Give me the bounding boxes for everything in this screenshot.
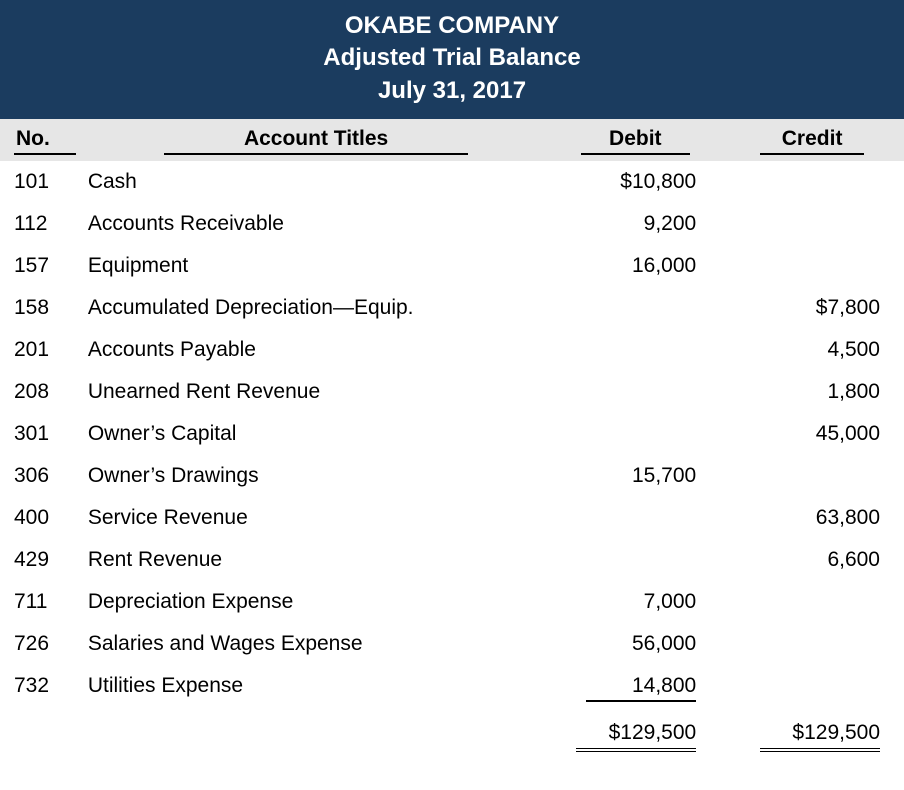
cell-no: 732 bbox=[0, 665, 82, 711]
cell-title: Rent Revenue bbox=[82, 539, 551, 581]
cell-no: 301 bbox=[0, 413, 82, 455]
cell-debit bbox=[550, 371, 720, 413]
cell-credit bbox=[720, 203, 904, 245]
cell-title: Service Revenue bbox=[82, 497, 551, 539]
cell-debit: 9,200 bbox=[550, 203, 720, 245]
cell-no: 726 bbox=[0, 623, 82, 665]
table-body: 101 Cash $10,800 112 Accounts Receivable… bbox=[0, 161, 904, 761]
report-title: Adjusted Trial Balance bbox=[0, 42, 904, 74]
total-credit: $129,500 bbox=[720, 711, 904, 761]
cell-title: Owner’s Drawings bbox=[82, 455, 551, 497]
cell-no: 158 bbox=[0, 287, 82, 329]
trial-balance-table: No. Account Titles Debit Credit 101 Cash… bbox=[0, 119, 904, 761]
cell-debit: 56,000 bbox=[550, 623, 720, 665]
cell-no: 208 bbox=[0, 371, 82, 413]
cell-debit bbox=[550, 413, 720, 455]
table-row: 157 Equipment 16,000 bbox=[0, 245, 904, 287]
cell-title: Depreciation Expense bbox=[82, 581, 551, 623]
table-row: 208 Unearned Rent Revenue 1,800 bbox=[0, 371, 904, 413]
cell-credit bbox=[720, 581, 904, 623]
table-row: 726 Salaries and Wages Expense 56,000 bbox=[0, 623, 904, 665]
cell-no bbox=[0, 711, 82, 761]
cell-title: Accumulated Depreciation—Equip. bbox=[82, 287, 551, 329]
cell-no: 201 bbox=[0, 329, 82, 371]
cell-debit bbox=[550, 497, 720, 539]
cell-debit bbox=[550, 287, 720, 329]
cell-debit: 15,700 bbox=[550, 455, 720, 497]
cell-no: 101 bbox=[0, 161, 82, 203]
table-row: 301 Owner’s Capital 45,000 bbox=[0, 413, 904, 455]
cell-debit bbox=[550, 329, 720, 371]
table-row: 400 Service Revenue 63,800 bbox=[0, 497, 904, 539]
cell-title: Cash bbox=[82, 161, 551, 203]
col-header-no: No. bbox=[0, 119, 82, 161]
cell-title: Unearned Rent Revenue bbox=[82, 371, 551, 413]
cell-debit: $10,800 bbox=[550, 161, 720, 203]
cell-no: 306 bbox=[0, 455, 82, 497]
table-row: 112 Accounts Receivable 9,200 bbox=[0, 203, 904, 245]
table-row: 201 Accounts Payable 4,500 bbox=[0, 329, 904, 371]
cell-title: Equipment bbox=[82, 245, 551, 287]
cell-credit: 1,800 bbox=[720, 371, 904, 413]
cell-no: 157 bbox=[0, 245, 82, 287]
cell-title: Owner’s Capital bbox=[82, 413, 551, 455]
totals-row: $129,500 $129,500 bbox=[0, 711, 904, 761]
cell-credit bbox=[720, 623, 904, 665]
cell-credit bbox=[720, 245, 904, 287]
cell-title bbox=[82, 711, 551, 761]
report-date: July 31, 2017 bbox=[0, 75, 904, 107]
cell-credit: 4,500 bbox=[720, 329, 904, 371]
table-row: 101 Cash $10,800 bbox=[0, 161, 904, 203]
cell-credit bbox=[720, 161, 904, 203]
cell-no: 429 bbox=[0, 539, 82, 581]
column-header-row: No. Account Titles Debit Credit bbox=[0, 119, 904, 161]
cell-debit: 7,000 bbox=[550, 581, 720, 623]
table-row: 429 Rent Revenue 6,600 bbox=[0, 539, 904, 581]
table-row: 711 Depreciation Expense 7,000 bbox=[0, 581, 904, 623]
cell-no: 112 bbox=[0, 203, 82, 245]
cell-credit bbox=[720, 665, 904, 711]
cell-title: Utilities Expense bbox=[82, 665, 551, 711]
cell-credit bbox=[720, 455, 904, 497]
col-header-credit: Credit bbox=[720, 119, 904, 161]
cell-no: 400 bbox=[0, 497, 82, 539]
col-header-debit: Debit bbox=[550, 119, 720, 161]
cell-credit: $7,800 bbox=[720, 287, 904, 329]
col-header-title: Account Titles bbox=[82, 119, 551, 161]
total-debit: $129,500 bbox=[550, 711, 720, 761]
table-row: 158 Accumulated Depreciation—Equip. $7,8… bbox=[0, 287, 904, 329]
cell-title: Salaries and Wages Expense bbox=[82, 623, 551, 665]
cell-title: Accounts Payable bbox=[82, 329, 551, 371]
table-row: 306 Owner’s Drawings 15,700 bbox=[0, 455, 904, 497]
cell-debit bbox=[550, 539, 720, 581]
cell-no: 711 bbox=[0, 581, 82, 623]
cell-debit: 16,000 bbox=[550, 245, 720, 287]
cell-title: Accounts Receivable bbox=[82, 203, 551, 245]
cell-credit: 45,000 bbox=[720, 413, 904, 455]
report-header: OKABE COMPANY Adjusted Trial Balance Jul… bbox=[0, 0, 904, 119]
cell-debit: 14,800 bbox=[550, 665, 720, 711]
company-name: OKABE COMPANY bbox=[0, 10, 904, 42]
cell-credit: 6,600 bbox=[720, 539, 904, 581]
table-row: 732 Utilities Expense 14,800 bbox=[0, 665, 904, 711]
cell-credit: 63,800 bbox=[720, 497, 904, 539]
